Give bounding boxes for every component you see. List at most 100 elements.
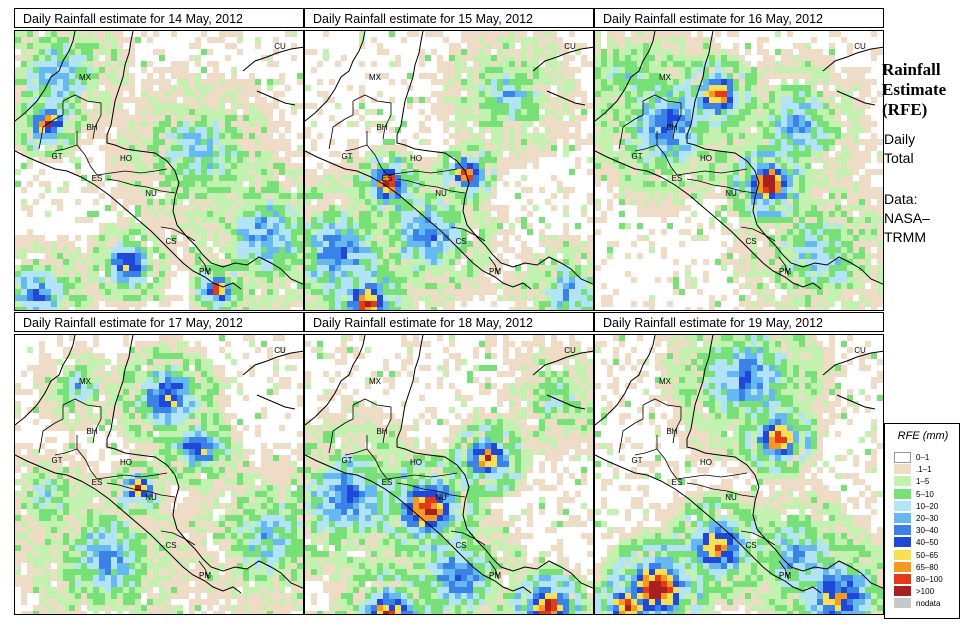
legend-swatch <box>894 452 911 463</box>
country-label: MX <box>79 73 92 82</box>
country-borders <box>328 94 500 276</box>
daily-total-label: Daily Total <box>884 130 915 168</box>
rainfall-map: MX BH GT HO ES NU CS PM CU <box>304 30 594 311</box>
panel-title: Daily Rainfall estimate for 16 May, 2012 <box>594 8 884 28</box>
country-label: BH <box>666 427 677 436</box>
country-label: NU <box>145 189 157 198</box>
coastline <box>15 31 303 290</box>
country-label: BH <box>666 123 677 132</box>
coastline <box>595 335 883 594</box>
legend-swatch <box>894 598 911 610</box>
country-label: HO <box>410 154 422 163</box>
country-label: ES <box>672 174 683 183</box>
rainfall-grid <box>15 335 303 614</box>
country-label: MX <box>79 377 92 386</box>
country-label: PM <box>199 267 211 276</box>
legend-swatch <box>894 488 911 500</box>
country-label: HO <box>700 458 712 467</box>
country-borders <box>38 94 210 276</box>
rainfall-grid <box>595 31 883 310</box>
country-label: CS <box>455 237 466 246</box>
rainfall-map-panel: Daily Rainfall estimate for 14 May, 2012… <box>14 8 304 311</box>
coastline <box>305 31 593 290</box>
country-label: HO <box>120 154 132 163</box>
country-label: CU <box>274 42 286 51</box>
country-label: NU <box>435 493 447 502</box>
legend-swatch <box>894 537 911 549</box>
country-label: GT <box>341 456 352 465</box>
rfe-title-line3: (RFE) <box>882 100 928 119</box>
legend-label: 5–10 <box>916 489 934 499</box>
country-borders <box>618 398 790 580</box>
country-label: MX <box>659 73 672 82</box>
legend-label: .1–1 <box>916 465 932 475</box>
country-label: HO <box>700 154 712 163</box>
country-label: GT <box>631 456 642 465</box>
country-label: CU <box>854 346 866 355</box>
country-label: CS <box>745 541 756 550</box>
country-label: CU <box>854 42 866 51</box>
country-label: BH <box>86 427 97 436</box>
rainfall-map-panel: Daily Rainfall estimate for 16 May, 2012… <box>594 8 884 311</box>
country-label: CU <box>274 346 286 355</box>
country-label: CU <box>564 42 576 51</box>
country-label: CS <box>165 237 176 246</box>
country-label: PM <box>489 571 501 580</box>
legend-swatch <box>894 525 911 537</box>
total-label: Total <box>884 150 914 166</box>
country-borders <box>618 94 790 276</box>
country-label: HO <box>120 458 132 467</box>
legend-label: 20–30 <box>916 514 939 523</box>
country-label: CS <box>165 541 176 550</box>
data-label: Data: <box>884 191 918 207</box>
legend-swatch <box>894 586 911 598</box>
coastline <box>595 31 883 290</box>
rainfall-map-panel: Daily Rainfall estimate for 18 May, 2012… <box>304 312 594 615</box>
country-label: ES <box>672 478 683 487</box>
country-label: CS <box>455 541 466 550</box>
legend-label: >100 <box>916 587 935 597</box>
rainfall-map-panel: Daily Rainfall estimate for 15 May, 2012… <box>304 8 594 311</box>
rainfall-grid <box>305 335 593 614</box>
panel-title: Daily Rainfall estimate for 15 May, 2012 <box>304 8 594 28</box>
nasa-label: NASA– <box>884 210 930 226</box>
country-label: PM <box>489 267 501 276</box>
panel-title: Daily Rainfall estimate for 19 May, 2012 <box>594 312 884 332</box>
country-label: ES <box>382 478 393 487</box>
legend-swatch <box>894 500 911 512</box>
country-label: GT <box>341 152 352 161</box>
country-label: CU <box>564 346 576 355</box>
panel-title: Daily Rainfall estimate for 17 May, 2012 <box>14 312 304 332</box>
rainfall-map: MX BH GT HO ES NU CS PM CU <box>14 334 304 615</box>
rainfall-map: MX BH GT HO ES NU CS PM CU <box>14 30 304 311</box>
legend-swatch <box>894 513 911 524</box>
country-label: MX <box>659 377 672 386</box>
rfe-title: Rainfall Estimate (RFE) <box>882 60 946 120</box>
rainfall-map-panel: Daily Rainfall estimate for 17 May, 2012… <box>14 312 304 615</box>
rainfall-map: MX BH GT HO ES NU CS PM CU <box>594 30 884 311</box>
rainfall-grid <box>595 335 883 614</box>
country-label: ES <box>382 174 393 183</box>
legend-label: 1–5 <box>916 477 930 487</box>
legend-label: 10–20 <box>916 501 939 511</box>
country-label: GT <box>631 152 642 161</box>
legend-label: 40–50 <box>916 538 939 548</box>
country-label: PM <box>779 571 791 580</box>
country-label: ES <box>92 478 103 487</box>
legend-swatch <box>894 549 911 561</box>
rainfall-map: MX BH GT HO ES NU CS PM CU <box>304 334 594 615</box>
country-label: MX <box>369 73 382 82</box>
country-label: CS <box>745 237 756 246</box>
country-label: NU <box>725 493 737 502</box>
country-borders <box>328 398 500 580</box>
country-label: PM <box>199 571 211 580</box>
country-label: PM <box>779 267 791 276</box>
coastline <box>15 335 303 594</box>
data-source-label: Data: NASA– TRMM <box>884 190 930 247</box>
legend-label: 65–80 <box>916 562 939 572</box>
legend-label: 30–40 <box>916 526 939 536</box>
legend-label: 50–65 <box>916 550 939 560</box>
country-label: NU <box>145 493 157 502</box>
rainfall-grid <box>305 31 593 310</box>
rfe-title-line2: Estimate <box>882 80 947 99</box>
